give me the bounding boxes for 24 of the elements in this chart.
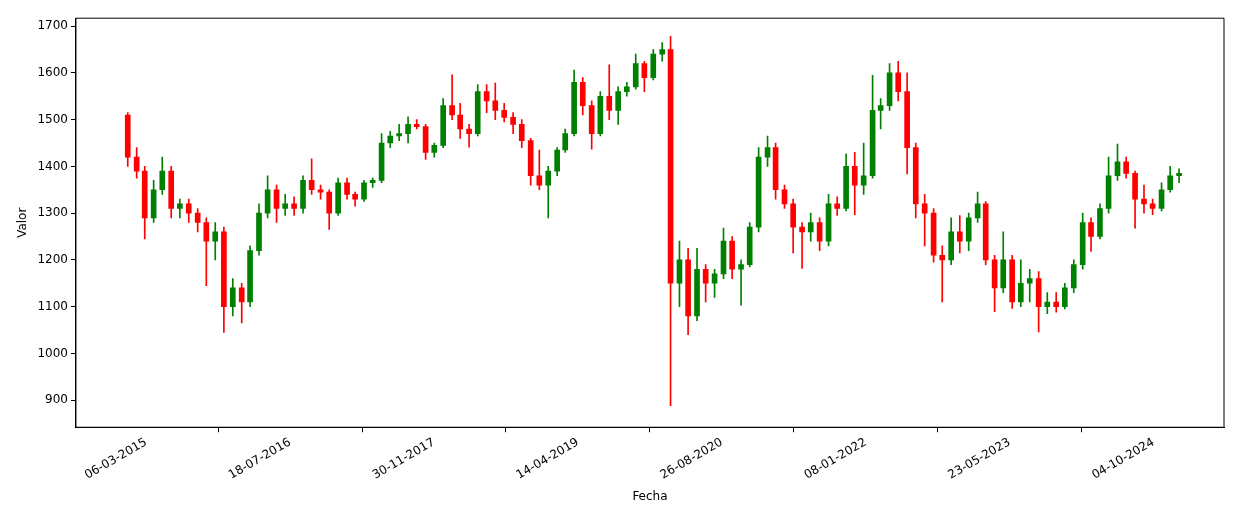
candlestick xyxy=(1044,292,1051,314)
candlestick xyxy=(449,74,455,120)
candlestick xyxy=(466,123,472,148)
y-tick-label: 1700 xyxy=(37,18,68,33)
y-tick-label: 1300 xyxy=(37,205,68,220)
y-tick-label: 1200 xyxy=(37,252,68,267)
y-axis-title: Valor xyxy=(15,207,30,238)
x-axis-title: Fecha xyxy=(632,488,668,503)
y-tick-label: 1000 xyxy=(37,345,68,360)
candlestick xyxy=(1176,168,1182,184)
y-tick-label: 1600 xyxy=(37,65,68,80)
candlestick xyxy=(799,222,805,269)
candlestick xyxy=(536,149,543,191)
candlestick xyxy=(939,245,946,303)
y-tick-label: 900 xyxy=(45,392,68,407)
y-tick-label: 1500 xyxy=(37,111,68,126)
candlestick xyxy=(1026,268,1033,303)
y-tick-label: 1400 xyxy=(37,158,68,173)
candlestick xyxy=(921,194,928,247)
candlestick xyxy=(1141,184,1147,214)
candlestick xyxy=(738,259,744,306)
y-tick-label: 1100 xyxy=(37,298,68,313)
candlestick xyxy=(396,123,402,142)
candlestick xyxy=(1053,292,1060,313)
